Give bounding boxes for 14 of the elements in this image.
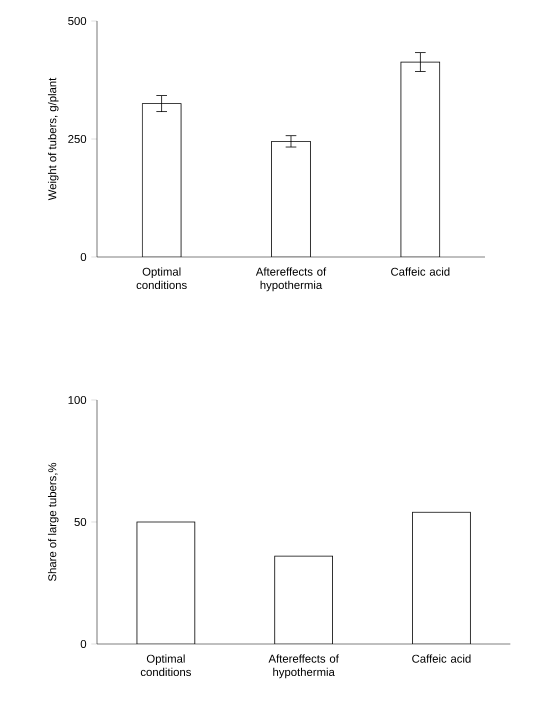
x-tick-label: Aftereffects of hypothermia	[268, 654, 339, 678]
y-axis-title: Weight of tubers, g/plant	[48, 78, 58, 200]
x-tick-label: Caffeic acid	[412, 654, 470, 663]
y-tick-label: 500	[68, 17, 86, 26]
y-tick-label: 0	[80, 640, 86, 648]
y-tick-label: 50	[74, 518, 86, 526]
y-tick-label: 100	[68, 396, 86, 404]
y-tick-label: 0	[80, 252, 86, 262]
x-tick-label: Optimal conditions	[140, 654, 191, 676]
x-tick-label: Optimal conditions	[136, 267, 187, 290]
y-axis-title: Share of large tubers,%	[48, 462, 58, 582]
x-tick-label: Caffeic acid	[390, 267, 450, 276]
x-tick-label: Aftereffects of hypothermia	[256, 267, 326, 292]
y-tick-label: 250	[68, 135, 86, 144]
